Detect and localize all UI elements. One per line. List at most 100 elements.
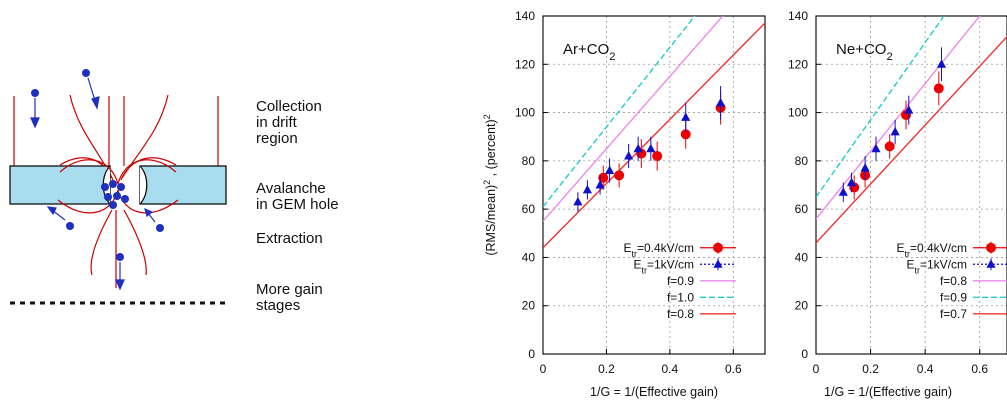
legend-label: Etr=1kV/cm xyxy=(633,257,694,275)
y-tick-label: 120 xyxy=(788,57,808,71)
y-axis-label: (RMS/mean)2 , (percent)2 xyxy=(482,114,498,255)
data-point-triangle xyxy=(633,143,643,153)
data-point-circle xyxy=(884,141,895,152)
electron xyxy=(31,89,39,97)
field-line xyxy=(117,159,177,185)
label-collection: Collection in drift region xyxy=(256,98,322,147)
electron xyxy=(121,195,129,203)
data-point-triangle xyxy=(846,177,857,187)
data-point-circle xyxy=(652,151,663,162)
data-point-triangle xyxy=(890,126,900,136)
legend-marker-triangle xyxy=(713,259,723,268)
arrow-head-icon xyxy=(144,207,154,218)
legend-label: f=0.8 xyxy=(667,307,694,321)
legend-label: Etr=0.4kV/cm xyxy=(896,241,967,259)
electron xyxy=(109,201,117,209)
electron xyxy=(109,180,117,188)
plot-area xyxy=(543,16,765,249)
chart-title: Ne+CO2 xyxy=(836,41,893,63)
legend-marker-circle xyxy=(986,242,996,253)
x-axis-label: 1/G = 1/(Effective gain) xyxy=(824,385,952,399)
data-point-circle xyxy=(598,172,609,183)
electron xyxy=(156,224,164,232)
chart-ne-co2: 0 0.2 0.4 0.6 0 20 40 60 80 100 120 140 1/G = 1/(Eff… xyxy=(788,9,1007,399)
fit-line xyxy=(543,22,765,249)
data-point-triangle xyxy=(681,112,691,121)
data-point-triangle xyxy=(582,184,592,194)
legend-label: f=0.8 xyxy=(940,274,967,288)
legend-marker-circle xyxy=(713,242,723,253)
legend-label: f=0.9 xyxy=(667,274,694,288)
data-point-triangle xyxy=(904,105,914,114)
data-point-triangle xyxy=(936,59,947,68)
gem-foil-right xyxy=(139,165,227,205)
data-point-triangle xyxy=(716,97,726,107)
x-axis-label: 1/G = 1/(Effective gain) xyxy=(590,385,718,399)
legend-label: Etr=1kV/cm xyxy=(906,257,967,275)
chart-ar-co2: 0 0.2 0.4 0.6 0 20 40 60 80 100 120 140 1/G = 1/(Eff… xyxy=(482,9,766,399)
fit-line xyxy=(816,16,981,220)
legend-label: f=0.9 xyxy=(940,290,967,304)
field-line xyxy=(90,209,113,276)
gem-hole-right-edge xyxy=(139,165,148,205)
y-tick-label: 60 xyxy=(795,202,809,216)
y-tick-label: 120 xyxy=(515,57,535,71)
y-tick-label: 140 xyxy=(515,9,535,23)
y-tick-label: 100 xyxy=(788,106,808,120)
gem-schematic xyxy=(9,69,228,305)
legend-label: Etr=0.4kV/cm xyxy=(623,241,694,259)
electron xyxy=(117,183,125,191)
x-tick-label: 0.2 xyxy=(598,362,615,376)
label-extraction: Extraction xyxy=(256,230,323,247)
data-point-triangle xyxy=(605,165,615,175)
electron xyxy=(66,222,74,230)
field-line xyxy=(120,157,177,181)
plot-frame xyxy=(542,15,766,355)
legend-marker-triangle xyxy=(986,259,996,268)
y-tick-label: 60 xyxy=(522,202,536,216)
legend-label: f=1.0 xyxy=(667,290,694,304)
x-tick-label: 0.4 xyxy=(917,362,934,376)
label-more-gain: More gain stages xyxy=(256,281,323,314)
electrons xyxy=(31,69,164,261)
y-tick-label: 0 xyxy=(801,347,808,361)
y-tick-label: 40 xyxy=(795,250,809,264)
chart-title: Ar+CO2 xyxy=(563,41,616,63)
fit-line xyxy=(543,16,724,222)
gem-foil-left xyxy=(9,165,111,205)
electron xyxy=(104,193,112,201)
data-point-triangle xyxy=(860,163,870,172)
arrow-head-icon xyxy=(30,117,40,129)
y-tick-label: 80 xyxy=(795,154,809,168)
plot-area xyxy=(816,16,1007,244)
arrow-head-icon xyxy=(46,206,57,216)
x-tick-label: 0.2 xyxy=(862,362,879,376)
electron xyxy=(101,183,109,191)
x-tick-label: 0 xyxy=(813,362,820,376)
data-point-triangle xyxy=(838,187,848,196)
fit-line xyxy=(816,16,945,198)
fit-line xyxy=(543,16,696,208)
x-tick-label: 0.4 xyxy=(662,362,679,376)
y-tick-label: 140 xyxy=(788,9,808,23)
electron xyxy=(116,253,124,261)
y-tick-label: 20 xyxy=(522,299,536,313)
fit-line xyxy=(816,36,1007,244)
data-point-circle xyxy=(680,129,691,140)
data-point-circle xyxy=(933,83,944,94)
field-line xyxy=(123,209,147,276)
arrow-head-icon xyxy=(91,96,100,110)
legend-label: f=0.7 xyxy=(940,307,967,321)
electron xyxy=(82,69,90,77)
data-point-triangle xyxy=(871,143,881,153)
label-avalanche: Avalanche in GEM hole xyxy=(256,180,339,213)
y-tick-label: 0 xyxy=(528,347,535,361)
x-tick-label: 0.6 xyxy=(971,362,988,376)
x-tick-label: 0.6 xyxy=(725,362,742,376)
y-tick-label: 100 xyxy=(515,106,535,120)
arrow-head-icon xyxy=(115,279,125,291)
y-tick-label: 20 xyxy=(795,299,809,313)
